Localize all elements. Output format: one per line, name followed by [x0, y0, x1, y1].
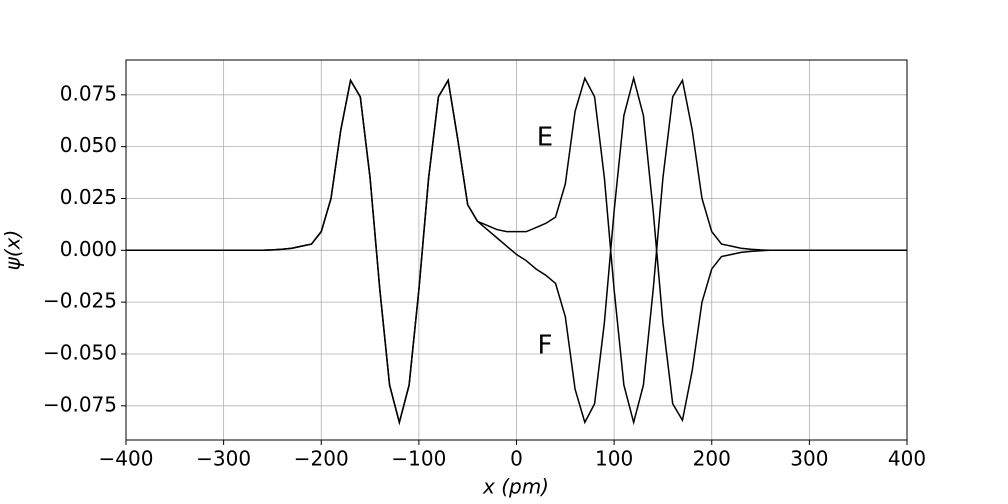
y-tick-label: 0.050 — [60, 133, 117, 157]
y-tick-label: 0.025 — [60, 185, 117, 209]
y-tick-label: −0.075 — [43, 392, 117, 416]
y-tick-label: −0.050 — [43, 340, 117, 364]
y-tick-label: 0.075 — [60, 81, 117, 105]
plot-frame — [125, 59, 908, 441]
x-tick-label: 0 — [510, 447, 523, 471]
series-label: E — [537, 123, 553, 153]
y-tick-label: 0.000 — [60, 237, 117, 261]
x-tick-label: 100 — [595, 447, 633, 471]
data-line — [126, 75, 907, 426]
x-tick-label: 200 — [693, 447, 731, 471]
y-tick-label: −0.025 — [43, 289, 117, 313]
y-axis-label: ψ(x) — [1, 230, 25, 271]
series-label: F — [538, 331, 553, 361]
x-tick-label: 400 — [888, 447, 926, 471]
x-axis-label: x (pm) — [482, 475, 549, 499]
x-tick-label: −400 — [99, 447, 154, 471]
x-tick-label: 300 — [790, 447, 828, 471]
x-tick-label: −100 — [391, 447, 446, 471]
x-tick-label: −300 — [196, 447, 251, 471]
x-tick-label: −200 — [294, 447, 349, 471]
